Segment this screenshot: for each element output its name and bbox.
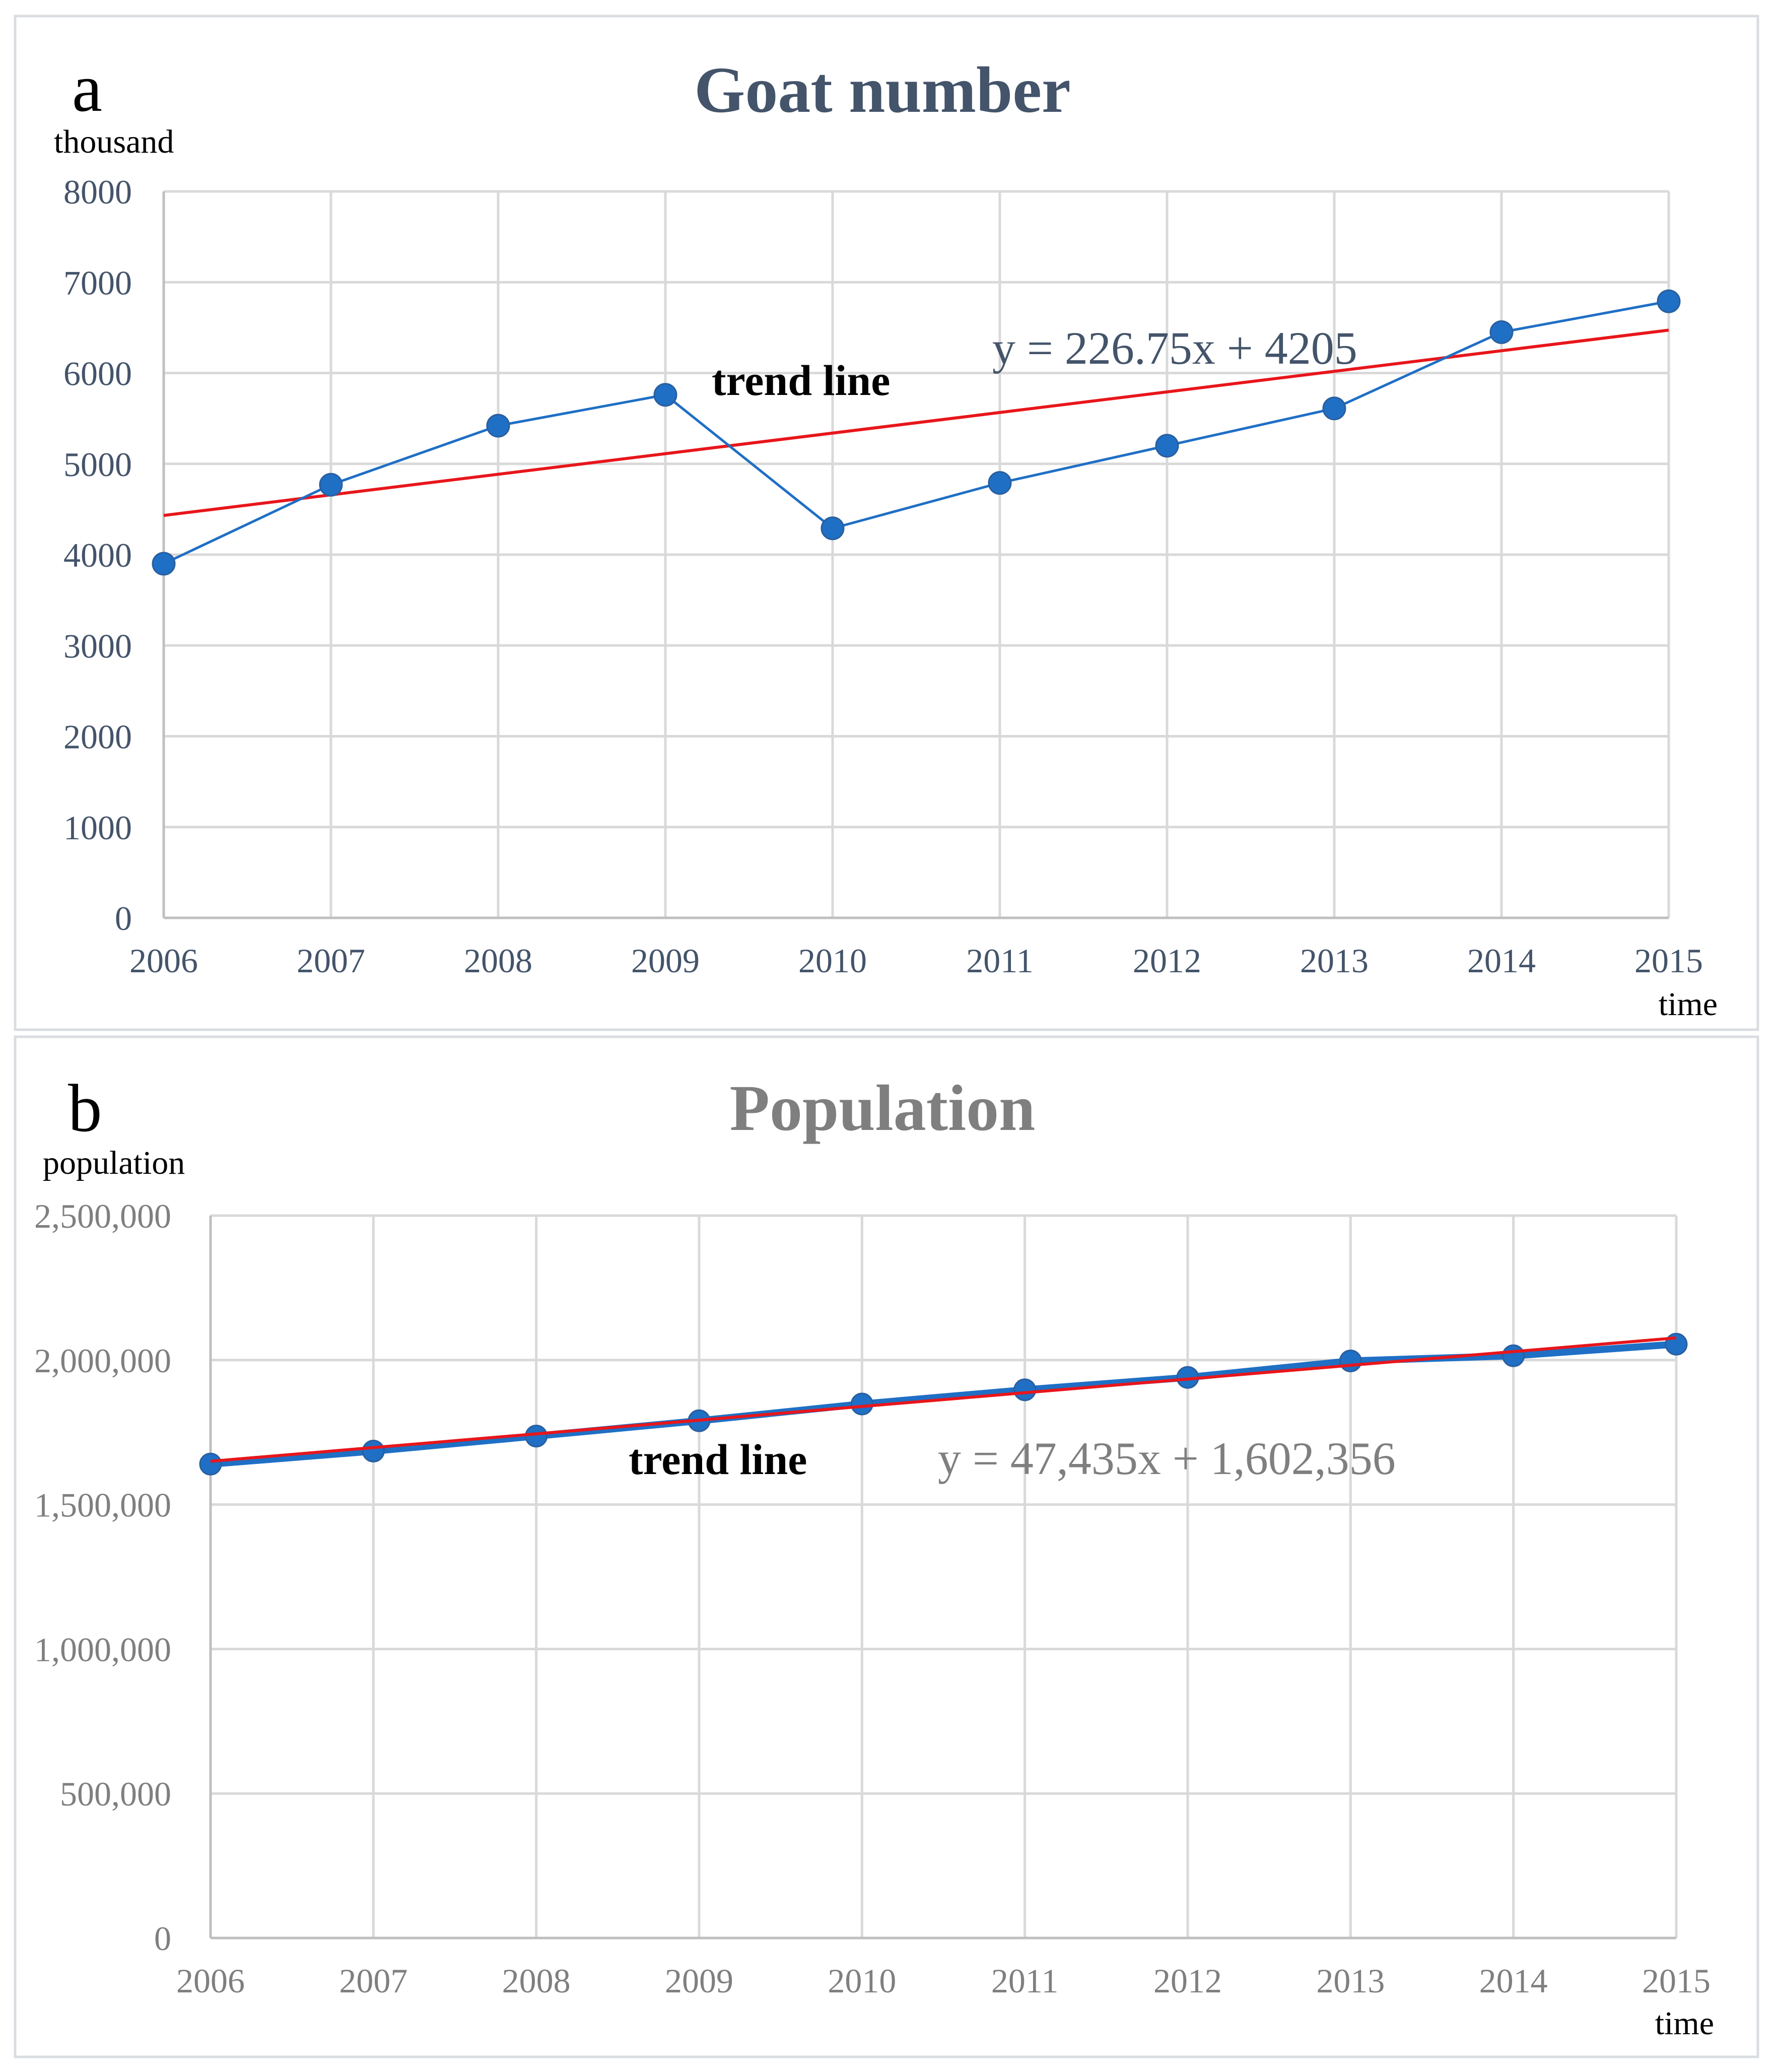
panel-b-y-tick-label: 500,000 bbox=[60, 1775, 171, 1813]
panel-b-x-tick-label: 2013 bbox=[1316, 1962, 1385, 2000]
panel-b-x-tick-label: 2015 bbox=[1642, 1962, 1711, 2000]
panel-a-letter: a bbox=[72, 51, 102, 126]
panel-a-series-line bbox=[163, 300, 1669, 565]
panel-a-y-tick-label: 3000 bbox=[63, 627, 132, 665]
panel-a-trend-label: trend line bbox=[712, 356, 890, 405]
panel-b-x-tick-label: 2009 bbox=[665, 1962, 733, 2000]
panel-b-gridlines bbox=[211, 1214, 1678, 1938]
panel-b-data-point bbox=[525, 1425, 548, 1448]
panel-b-trend-line bbox=[210, 1336, 1677, 1463]
panel-b-data-point bbox=[1013, 1378, 1037, 1401]
panel-a-data-point bbox=[1322, 396, 1346, 421]
panel-b: 0 500,000 1,000,000 1,500,000 2,000,000 2,500… bbox=[14, 1035, 1759, 2058]
panel-a-y-tick-label: 4000 bbox=[63, 536, 132, 574]
panel-a-x-tick-label: 2006 bbox=[129, 942, 198, 980]
panel-b-axes bbox=[209, 1216, 1676, 1940]
panel-a-data-point bbox=[152, 552, 176, 576]
panel-b-x-tick-label: 2012 bbox=[1153, 1962, 1222, 2000]
panel-b-trend bbox=[210, 1336, 1677, 1463]
panel-a-x-tick-label: 2015 bbox=[1634, 942, 1703, 980]
panel-a-trend-equation: y = 226.75x + 4205 bbox=[992, 322, 1357, 374]
panel-a-data-point bbox=[319, 473, 343, 497]
panel-b-x-tick-label: 2007 bbox=[339, 1962, 407, 2000]
panel-a-x-tick-label: 2009 bbox=[631, 942, 700, 980]
panel-a-series bbox=[152, 289, 1681, 576]
panel-b-y-tick-label: 0 bbox=[154, 1919, 171, 1958]
panel-b-trend-equation: y = 47,435x + 1,602,356 bbox=[938, 1433, 1396, 1484]
panel-a-x-tick-label: 2011 bbox=[966, 942, 1033, 980]
panel-a-gridlines bbox=[164, 190, 1670, 918]
panel-a-y-tick-label: 5000 bbox=[63, 445, 132, 484]
panel-b-y-tick-labels: 0 500,000 1,000,000 1,500,000 2,000,000 2,500… bbox=[34, 1197, 171, 1958]
panel-a-data-point bbox=[486, 414, 510, 438]
panel-a-title: Goat number bbox=[694, 54, 1071, 126]
panel-a-data-point bbox=[1155, 434, 1179, 458]
panel-a-y-tick-label: 0 bbox=[115, 899, 132, 938]
panel-b-trend-label: trend line bbox=[629, 1435, 807, 1484]
panel-a-x-tick-label: 2012 bbox=[1133, 942, 1201, 980]
panel-b-y-axis-label: population bbox=[43, 1145, 185, 1181]
panel-a-data-point bbox=[653, 383, 677, 407]
panel-b-y-tick-label: 1,000,000 bbox=[34, 1630, 171, 1668]
panel-a-y-tick-label: 8000 bbox=[63, 173, 132, 211]
panel-a-data-point bbox=[1657, 289, 1681, 313]
panel-a-y-tick-label: 6000 bbox=[63, 355, 132, 393]
panel-a-frame bbox=[14, 15, 1759, 1031]
panel-a-data-point bbox=[1489, 320, 1514, 344]
panel-a-x-tick-label: 2008 bbox=[464, 942, 532, 980]
panel-a-x-axis-label: time bbox=[1659, 986, 1718, 1023]
panel-b-data-point bbox=[1339, 1350, 1362, 1373]
panel-b-data-point bbox=[850, 1392, 873, 1416]
panel-a-y-tick-label: 1000 bbox=[63, 809, 132, 847]
panel-a-y-tick-labels: 0 1000 2000 3000 4000 5000 6000 7000 8000 bbox=[63, 173, 132, 938]
panel-a-x-tick-labels: 2006 2007 2008 2009 2010 2011 2012 2013 2014 2015 bbox=[129, 942, 1703, 980]
panel-a-x-tick-label: 2007 bbox=[297, 942, 365, 980]
panel-a-trend-line bbox=[163, 328, 1669, 517]
panel-a-x-tick-label: 2014 bbox=[1467, 942, 1536, 980]
panel-b-data-point bbox=[1665, 1332, 1688, 1356]
panel-a-x-tick-label: 2010 bbox=[798, 942, 867, 980]
panel-b-x-tick-label: 2011 bbox=[991, 1962, 1058, 2000]
panel-b-y-tick-label: 2,500,000 bbox=[34, 1197, 171, 1235]
panel-b-y-tick-label: 1,500,000 bbox=[34, 1486, 171, 1524]
panel-b-frame bbox=[14, 1035, 1759, 2058]
panel-a-data-point bbox=[821, 516, 845, 541]
panel-a-y-axis-label: thousand bbox=[54, 123, 174, 160]
panel-b-x-axis-label: time bbox=[1655, 2005, 1714, 2042]
panel-a-x-tick-label: 2013 bbox=[1300, 942, 1369, 980]
panel-a-y-tick-label: 7000 bbox=[63, 263, 132, 302]
panel-b-data-point bbox=[1502, 1344, 1525, 1367]
panel-b-y-tick-label: 2,000,000 bbox=[34, 1342, 171, 1380]
panel-b-letter: b bbox=[68, 1071, 102, 1146]
panel-b-x-tick-labels: 2006 2007 2008 2009 2010 2011 2012 2013 2014 2015 bbox=[176, 1962, 1711, 2000]
panel-a-trend bbox=[163, 328, 1669, 517]
panel-a-y-tick-label: 2000 bbox=[63, 718, 132, 756]
panel-b-x-tick-label: 2010 bbox=[828, 1962, 896, 2000]
panel-b-data-point bbox=[362, 1439, 385, 1462]
panel-b-title: Population bbox=[730, 1072, 1036, 1145]
panel-a-data-point bbox=[988, 471, 1012, 495]
panel-b-x-tick-label: 2014 bbox=[1479, 1962, 1548, 2000]
panel-b-data-point bbox=[199, 1452, 222, 1476]
panel-b-x-tick-label: 2008 bbox=[502, 1962, 571, 2000]
panel-b-x-tick-label: 2006 bbox=[176, 1962, 245, 2000]
